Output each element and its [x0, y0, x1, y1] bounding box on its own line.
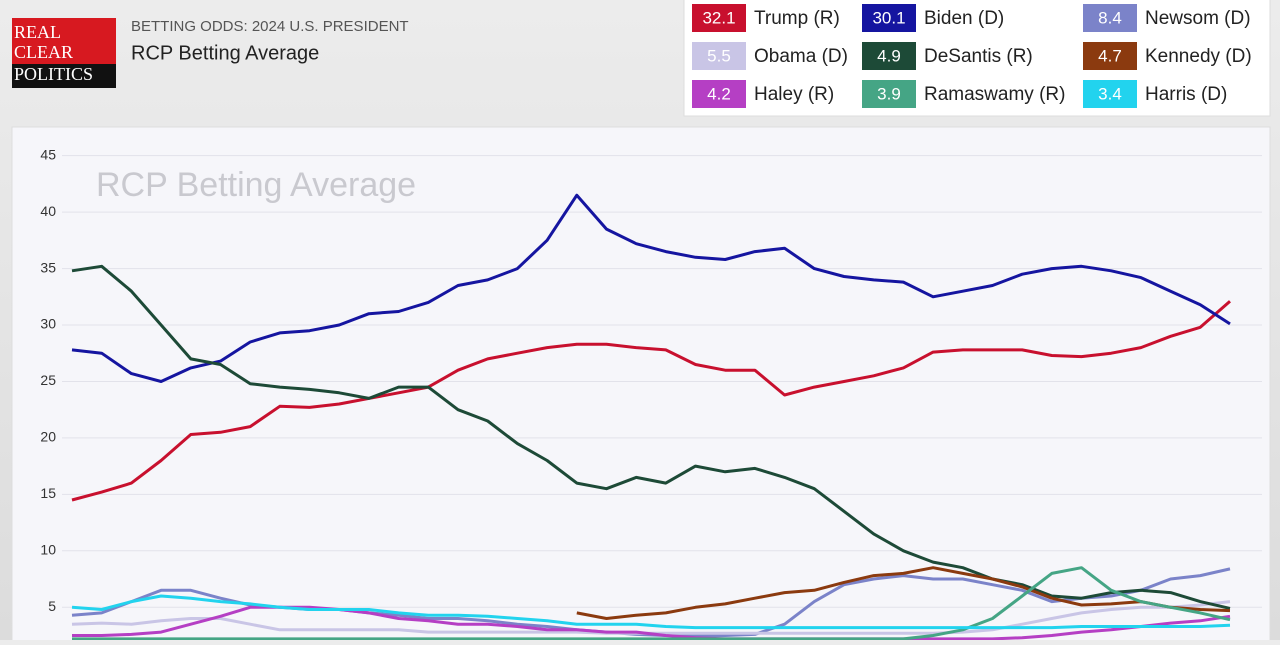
legend-label: Harris (D) [1145, 84, 1227, 105]
legend-value: 5.5 [707, 46, 731, 65]
series-line [71, 300, 1231, 502]
logo-band [12, 64, 116, 88]
legend-value: 32.1 [702, 8, 735, 27]
legend-value: 8.4 [1098, 8, 1122, 27]
y-tick-label: 5 [48, 598, 56, 614]
legend-box [683, 0, 1271, 117]
legend-swatch [1083, 42, 1137, 70]
legend-label: Haley (R) [754, 84, 834, 105]
series-line [576, 566, 1231, 620]
legend-value: 3.4 [1098, 84, 1122, 103]
legend-swatch [862, 42, 916, 70]
legend-label: Newsom (D) [1145, 8, 1251, 29]
series-line [71, 594, 1231, 630]
y-tick-label: 10 [40, 542, 56, 558]
legend-swatch [692, 80, 746, 108]
legend-swatch [692, 4, 746, 32]
legend-label: DeSantis (R) [924, 46, 1033, 67]
legend-label: Ramaswamy (R) [924, 84, 1065, 105]
legend-label: Obama (D) [754, 46, 848, 67]
kicker: BETTING ODDS: 2024 U.S. PRESIDENT [131, 18, 409, 35]
legend-swatch [862, 80, 916, 108]
legend-value: 4.7 [1098, 46, 1122, 65]
y-tick-label: 30 [40, 316, 56, 332]
page-title: RCP Betting Average [131, 42, 319, 64]
series-line [72, 605, 1231, 641]
y-tick-label: 45 [40, 146, 56, 162]
series-line [71, 264, 1231, 610]
legend-swatch [692, 42, 746, 70]
y-tick-label: 25 [40, 372, 56, 388]
legend-swatch [862, 4, 916, 32]
legend-value: 4.9 [877, 46, 901, 65]
y-tick-label: 20 [40, 429, 56, 445]
legend-value: 4.2 [707, 84, 731, 103]
logo-text: POLITICS [14, 64, 93, 84]
legend-swatch [1083, 80, 1137, 108]
watermark: RCP Betting Average [96, 166, 416, 204]
legend-label: Kennedy (D) [1145, 46, 1252, 67]
series-line [71, 193, 1231, 383]
y-tick-label: 15 [40, 485, 56, 501]
y-tick-label: 35 [40, 259, 56, 275]
y-tick-label: 40 [40, 203, 56, 219]
logo: REAL CLEAR POLITICS [12, 18, 116, 88]
legend-label: Biden (D) [924, 8, 1004, 29]
series-line [72, 566, 1231, 641]
logo-text: CLEAR [14, 42, 73, 62]
logo-text: REAL [14, 22, 61, 42]
legend-swatch [1083, 4, 1137, 32]
plot-panel [11, 126, 1271, 645]
legend-value: 3.9 [877, 84, 901, 103]
legend-label: Trump (R) [754, 8, 840, 29]
legend-value: 30.1 [872, 8, 905, 27]
